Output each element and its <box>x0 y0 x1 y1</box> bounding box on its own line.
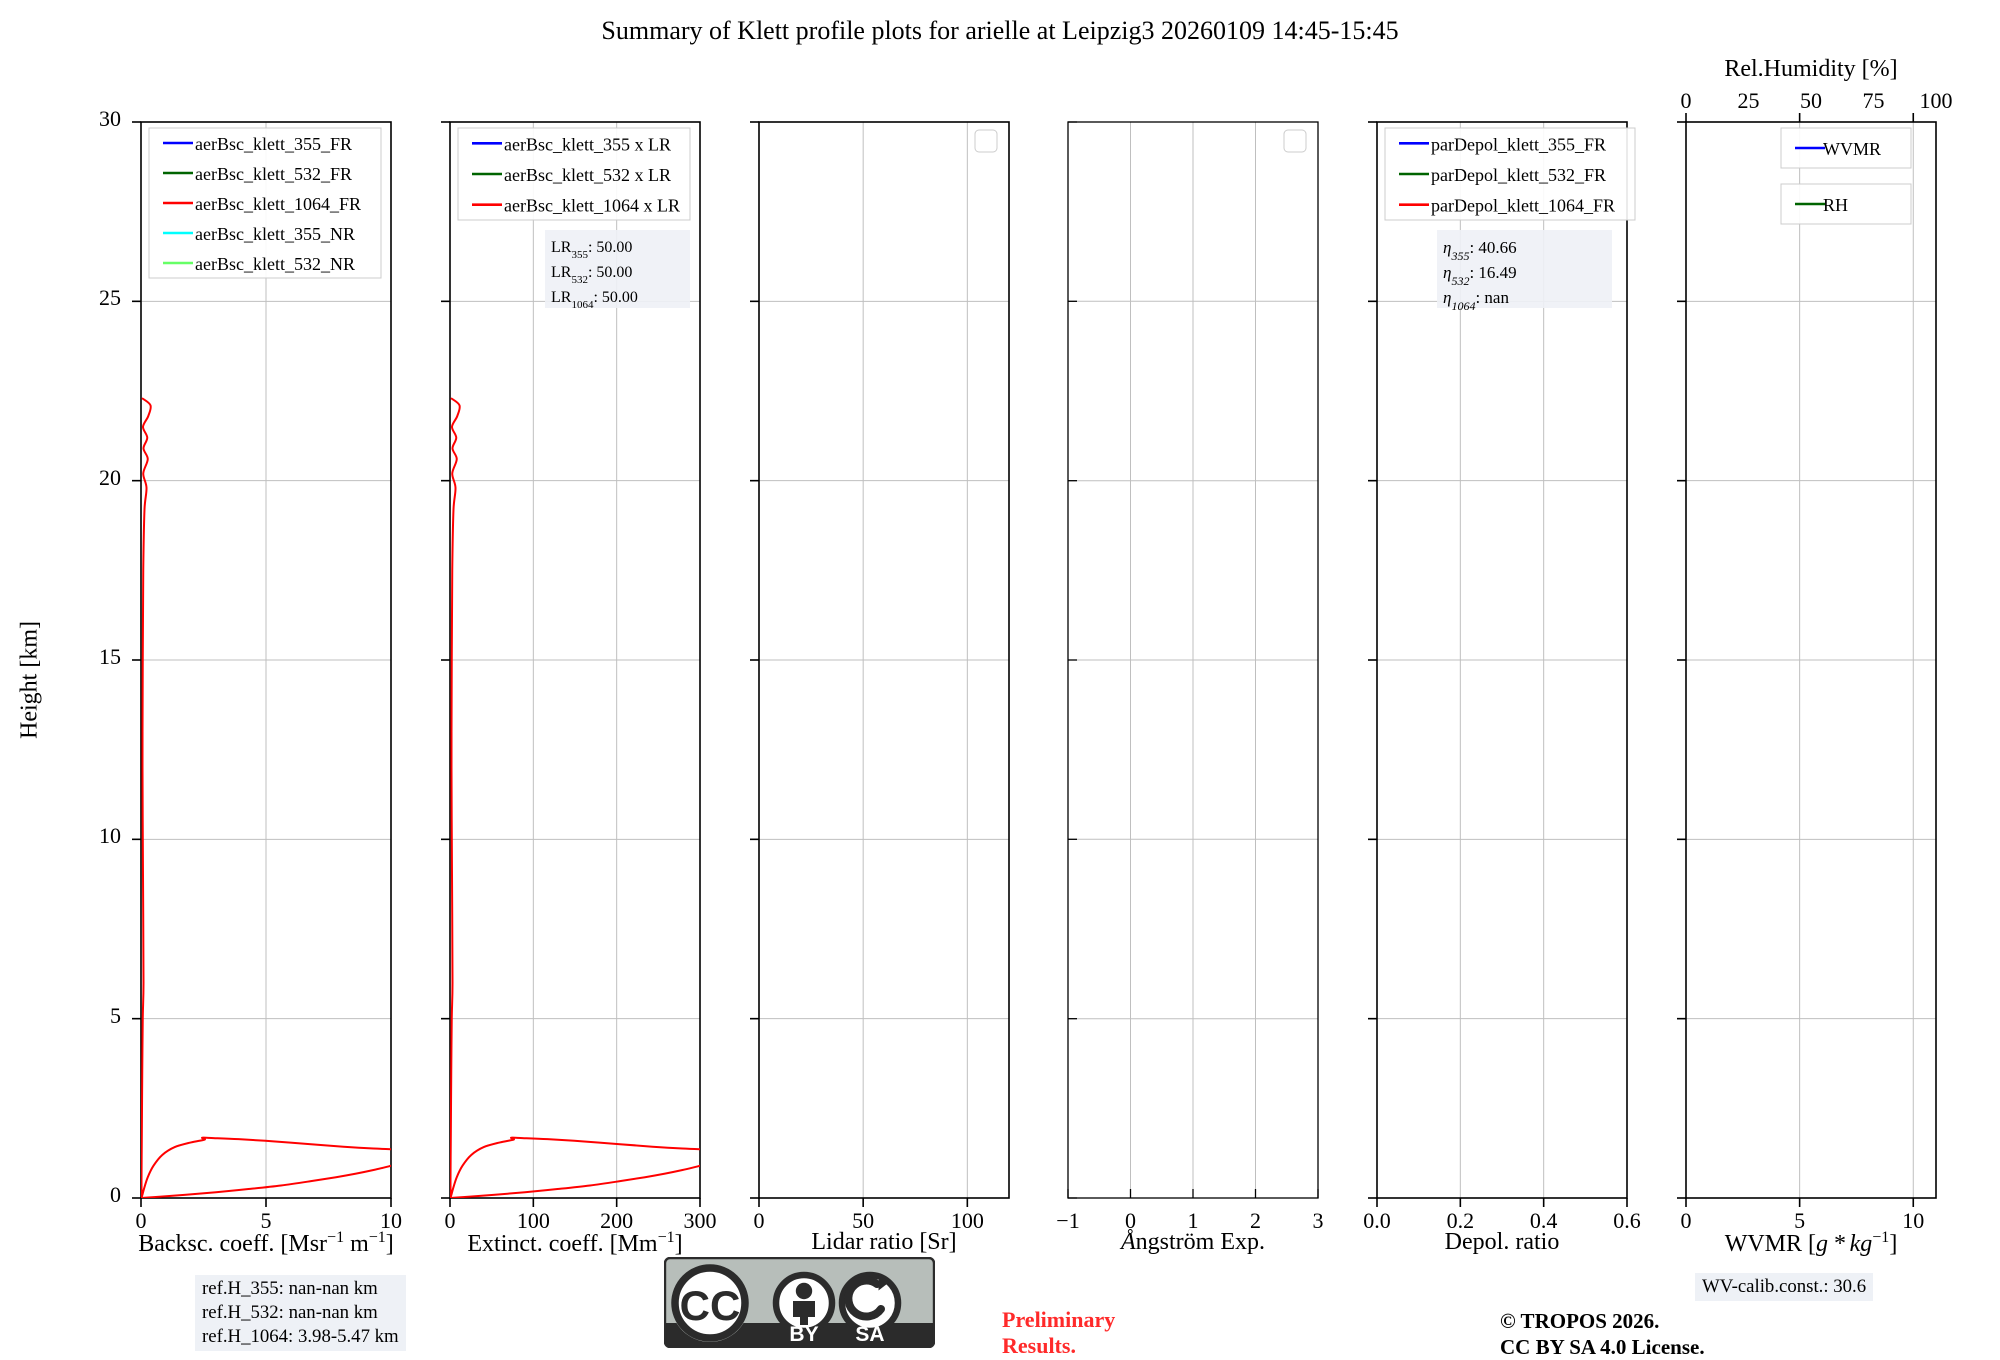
svg-text:RH: RH <box>1823 195 1848 215</box>
svg-text:aerBsc_klett_532 x LR: aerBsc_klett_532 x LR <box>504 165 671 185</box>
svg-text:WVMR: WVMR <box>1823 139 1881 159</box>
svg-text:aerBsc_klett_532_NR: aerBsc_klett_532_NR <box>195 254 355 274</box>
svg-text:aerBsc_klett_355_FR: aerBsc_klett_355_FR <box>195 134 352 154</box>
svg-text:CC: CC <box>680 1282 741 1329</box>
svg-text:BY: BY <box>789 1323 818 1346</box>
svg-text:aerBsc_klett_1064_FR: aerBsc_klett_1064_FR <box>195 194 361 214</box>
svg-text:parDepol_klett_1064_FR: parDepol_klett_1064_FR <box>1431 196 1615 216</box>
svg-text:aerBsc_klett_532_FR: aerBsc_klett_532_FR <box>195 164 352 184</box>
svg-text:parDepol_klett_355_FR: parDepol_klett_355_FR <box>1431 134 1606 154</box>
svg-text:aerBsc_klett_355 x LR: aerBsc_klett_355 x LR <box>504 134 671 154</box>
svg-text:aerBsc_klett_1064 x LR: aerBsc_klett_1064 x LR <box>504 196 680 216</box>
svg-text:aerBsc_klett_355_NR: aerBsc_klett_355_NR <box>195 224 355 244</box>
svg-text:SA: SA <box>855 1323 884 1346</box>
svg-text:parDepol_klett_532_FR: parDepol_klett_532_FR <box>1431 165 1606 185</box>
